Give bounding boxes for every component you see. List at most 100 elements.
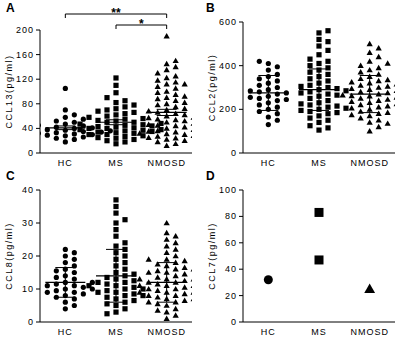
point — [131, 298, 136, 303]
point — [164, 119, 170, 124]
point — [284, 97, 289, 102]
point — [40, 131, 41, 136]
error-cap — [360, 75, 380, 76]
point — [385, 60, 391, 65]
point — [140, 122, 145, 127]
point — [122, 134, 127, 139]
point — [275, 118, 280, 123]
point — [173, 117, 179, 122]
point — [307, 83, 312, 88]
point — [394, 94, 395, 99]
tick — [239, 65, 243, 66]
point — [72, 250, 77, 255]
point — [275, 91, 280, 96]
point — [164, 236, 170, 241]
point — [54, 268, 59, 273]
tick-label: 80 — [225, 211, 237, 221]
point — [72, 303, 77, 308]
point — [146, 299, 152, 304]
point — [113, 244, 118, 249]
point — [104, 281, 109, 286]
point — [325, 65, 330, 70]
point — [343, 106, 348, 111]
point — [122, 286, 127, 291]
point — [122, 98, 127, 103]
point — [63, 115, 68, 120]
tick — [239, 295, 243, 296]
x-axis — [243, 153, 395, 154]
point — [349, 112, 355, 117]
point — [334, 86, 339, 91]
tick — [36, 256, 40, 257]
point — [86, 126, 91, 131]
point — [173, 286, 179, 291]
point — [182, 131, 188, 136]
tick — [239, 216, 243, 217]
point — [155, 70, 161, 75]
point — [95, 129, 100, 134]
point — [63, 306, 68, 311]
x-axis — [40, 322, 192, 323]
category-label: HC — [261, 327, 276, 337]
point — [191, 120, 192, 125]
point — [191, 266, 192, 271]
point — [86, 132, 91, 137]
point — [54, 118, 59, 123]
category-label: MS — [311, 158, 327, 168]
point — [137, 130, 143, 135]
point — [164, 309, 170, 314]
point — [72, 131, 77, 136]
point — [307, 96, 312, 101]
point — [164, 136, 170, 141]
point — [191, 289, 192, 294]
point — [72, 257, 77, 262]
significance-label: * — [139, 17, 144, 31]
tick — [239, 109, 243, 110]
point — [257, 76, 262, 81]
point — [155, 102, 161, 107]
tick-label: 40 — [225, 264, 237, 274]
point — [394, 88, 395, 93]
point — [146, 135, 152, 140]
point — [298, 101, 303, 106]
point — [364, 284, 375, 293]
y-axis — [243, 190, 244, 322]
point — [95, 290, 100, 295]
point — [298, 84, 303, 89]
point — [367, 41, 373, 46]
point — [164, 125, 170, 130]
point — [191, 133, 192, 138]
point — [182, 291, 188, 296]
tick — [36, 190, 40, 191]
point — [173, 233, 179, 238]
point — [376, 97, 382, 102]
point — [275, 85, 280, 90]
point — [266, 67, 271, 72]
point — [164, 61, 170, 66]
point — [113, 112, 118, 117]
point — [173, 104, 179, 109]
error-bar — [55, 268, 75, 298]
point — [275, 78, 280, 83]
point — [122, 293, 127, 298]
point — [325, 48, 330, 53]
point — [164, 67, 170, 72]
point — [146, 256, 152, 261]
point — [164, 101, 170, 106]
category-label: MS — [108, 158, 124, 168]
point — [113, 303, 118, 308]
tick — [36, 30, 40, 31]
point — [257, 59, 262, 64]
point — [104, 288, 109, 293]
tick-label: 0 — [28, 148, 34, 158]
point — [72, 290, 77, 295]
point — [155, 261, 161, 266]
error-cap — [258, 110, 278, 111]
point — [182, 81, 188, 86]
point — [358, 102, 364, 107]
point — [257, 83, 262, 88]
tick — [36, 322, 40, 323]
point — [334, 110, 339, 115]
point — [385, 103, 391, 108]
point — [182, 106, 188, 111]
